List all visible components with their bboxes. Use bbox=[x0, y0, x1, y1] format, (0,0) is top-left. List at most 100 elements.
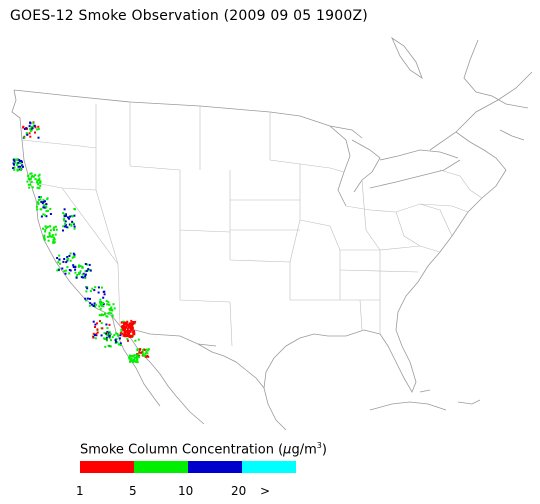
smoke-pixel bbox=[95, 334, 98, 337]
smoke-pixel bbox=[36, 186, 39, 189]
smoke-pixel bbox=[81, 265, 84, 268]
smoke-pixel bbox=[133, 354, 136, 357]
smoke-pixel bbox=[68, 272, 71, 275]
smoke-pixel bbox=[113, 334, 116, 337]
smoke-pixel bbox=[62, 229, 64, 232]
smoke-pixel bbox=[34, 174, 37, 177]
legend-swatch-1-5 bbox=[80, 461, 134, 473]
smoke-pixel bbox=[14, 161, 17, 164]
smoke-pixel bbox=[51, 241, 54, 244]
smoke-pixel bbox=[128, 356, 131, 359]
smoke-pixel bbox=[123, 330, 127, 334]
smoke-pixel bbox=[43, 235, 46, 238]
smoke-pixel bbox=[38, 177, 41, 180]
smoke-pixel bbox=[70, 224, 73, 227]
smoke-pixel bbox=[65, 213, 67, 216]
smoke-pixel bbox=[29, 135, 32, 138]
smoke-pixel bbox=[13, 168, 16, 171]
smoke-pixel bbox=[145, 355, 148, 358]
smoke-pixel bbox=[46, 209, 49, 212]
smoke-pixel bbox=[37, 128, 40, 130]
legend-color-bar bbox=[80, 461, 296, 473]
smoke-pixel bbox=[84, 297, 87, 300]
smoke-pixel bbox=[110, 339, 112, 342]
smoke-pixel bbox=[102, 296, 105, 299]
smoke-pixel bbox=[21, 161, 23, 164]
smoke-pixel bbox=[37, 202, 40, 205]
smoke-pixel bbox=[134, 339, 137, 342]
smoke-pixel bbox=[115, 337, 118, 340]
smoke-pixel bbox=[49, 235, 51, 238]
smoke-pixel bbox=[39, 180, 42, 183]
smoke-pixel bbox=[84, 277, 87, 279]
smoke-pixel bbox=[17, 165, 20, 168]
smoke-pixel bbox=[74, 268, 77, 271]
map-title: GOES-12 Smoke Observation (2009 09 05 19… bbox=[10, 8, 368, 24]
smoke-pixel bbox=[63, 208, 66, 211]
smoke-pixel bbox=[130, 354, 133, 357]
smoke-pixel bbox=[39, 184, 42, 187]
smoke-pixel bbox=[65, 269, 68, 272]
smoke-pixel bbox=[91, 303, 93, 306]
smoke-pixel bbox=[28, 186, 31, 189]
smoke-pixel bbox=[43, 237, 46, 240]
smoke-pixel bbox=[94, 326, 96, 328]
smoke-pixel bbox=[88, 304, 91, 307]
smoke-pixel bbox=[144, 354, 147, 357]
smoke-pixel bbox=[53, 226, 56, 229]
smoke-pixel bbox=[108, 335, 111, 338]
smoke-pixel bbox=[65, 226, 68, 229]
smoke-pixel bbox=[84, 275, 87, 278]
smoke-pixel bbox=[107, 312, 110, 315]
legend-tick-10: 10 bbox=[178, 484, 194, 498]
smoke-pixel bbox=[108, 323, 111, 326]
smoke-pixel bbox=[125, 334, 129, 338]
smoke-pixel bbox=[135, 356, 138, 359]
smoke-pixel bbox=[86, 263, 89, 266]
smoke-pixel bbox=[57, 261, 60, 264]
smoke-pixel bbox=[99, 320, 101, 323]
smoke-pixel bbox=[13, 166, 16, 169]
smoke-pixel bbox=[63, 213, 66, 216]
smoke-pixel bbox=[89, 290, 92, 293]
smoke-pixel bbox=[88, 263, 91, 266]
smoke-pixel bbox=[70, 223, 72, 226]
smoke-pixel bbox=[132, 358, 135, 361]
smoke-pixel bbox=[94, 334, 96, 336]
smoke-pixel bbox=[31, 128, 33, 131]
smoke-pixel bbox=[131, 359, 134, 362]
smoke-pixels bbox=[12, 121, 150, 364]
smoke-pixel bbox=[72, 222, 75, 225]
smoke-pixel bbox=[115, 340, 117, 343]
smoke-pixel bbox=[73, 214, 76, 217]
smoke-pixel bbox=[110, 312, 113, 315]
smoke-pixel bbox=[135, 355, 138, 358]
smoke-pixel bbox=[63, 215, 66, 218]
smoke-pixel bbox=[62, 260, 65, 263]
smoke-pixel bbox=[63, 217, 66, 220]
smoke-pixel bbox=[52, 227, 55, 230]
smoke-pixel bbox=[58, 254, 61, 257]
smoke-pixel bbox=[145, 348, 148, 351]
smoke-pixel bbox=[28, 125, 31, 128]
smoke-pixel bbox=[135, 361, 138, 363]
smoke-pixel bbox=[40, 215, 43, 218]
smoke-pixel bbox=[110, 307, 113, 310]
smoke-pixel bbox=[129, 326, 133, 330]
smoke-pixel bbox=[105, 323, 108, 326]
smoke-pixel bbox=[38, 196, 41, 199]
smoke-pixel bbox=[36, 180, 39, 183]
smoke-pixel bbox=[53, 241, 56, 244]
smoke-pixel bbox=[63, 218, 66, 221]
smoke-pixel bbox=[106, 334, 109, 337]
smoke-pixel bbox=[105, 336, 108, 339]
smoke-pixel bbox=[66, 266, 69, 269]
smoke-pixel bbox=[101, 313, 103, 316]
smoke-pixel bbox=[102, 314, 105, 317]
smoke-pixel bbox=[139, 351, 142, 354]
smoke-pixel bbox=[93, 302, 96, 305]
smoke-pixel bbox=[107, 344, 110, 347]
state-borders bbox=[21, 102, 483, 347]
smoke-pixel bbox=[96, 322, 98, 325]
smoke-pixel bbox=[53, 236, 55, 239]
